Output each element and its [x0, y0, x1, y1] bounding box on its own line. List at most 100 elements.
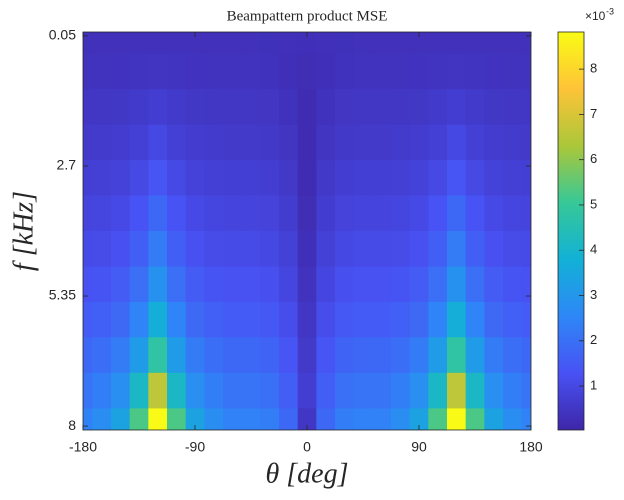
- heatmap-cell: [167, 53, 187, 90]
- heatmap-cell: [185, 195, 205, 232]
- heatmap-cell: [521, 124, 531, 161]
- heatmap-cell: [335, 408, 355, 430]
- heatmap-cell: [335, 89, 355, 126]
- heatmap-cell: [521, 301, 531, 338]
- heatmap-cell: [353, 408, 373, 430]
- heatmap-cell: [148, 372, 168, 409]
- heatmap-cell: [484, 266, 504, 303]
- heatmap-cell: [409, 337, 429, 374]
- x-axis-label: θ [deg]: [266, 458, 349, 489]
- heatmap-cell: [503, 160, 523, 196]
- heatmap-cell: [297, 231, 317, 268]
- heatmap-cell: [316, 408, 336, 430]
- heatmap-cell: [465, 195, 485, 232]
- heatmap-cell: [353, 53, 373, 90]
- heatmap-cell: [167, 195, 187, 232]
- heatmap-cell: [409, 231, 429, 268]
- heatmap-cell: [260, 89, 280, 126]
- heatmap-cell: [279, 337, 299, 374]
- heatmap-cell: [503, 408, 523, 430]
- heatmap-cell: [204, 408, 224, 430]
- heatmap-cell: [484, 53, 504, 90]
- heatmap-cell: [521, 266, 531, 303]
- heatmap-cell: [83, 231, 93, 268]
- heatmap-cell: [409, 160, 429, 196]
- heatmap-cell: [409, 372, 429, 409]
- heatmap-cell: [92, 124, 112, 161]
- heatmap-cell: [391, 32, 411, 55]
- heatmap-cell: [372, 408, 392, 430]
- heatmap-cell: [92, 195, 112, 232]
- heatmap-cell: [111, 337, 131, 374]
- heatmap-cell: [521, 408, 531, 430]
- heatmap-cell: [372, 231, 392, 268]
- heatmap-cell: [447, 301, 467, 338]
- heatmap-cell: [428, 124, 448, 161]
- heatmap-cell: [316, 195, 336, 232]
- heatmap-cell: [83, 337, 93, 374]
- heatmap-cell: [428, 160, 448, 196]
- heatmap-cell: [129, 89, 149, 126]
- heatmap-cell: [428, 32, 448, 55]
- heatmap-cell: [92, 266, 112, 303]
- heatmap-cell: [279, 195, 299, 232]
- heatmap-cell: [148, 160, 168, 196]
- colorbar-multiplier: ×10: [585, 9, 606, 23]
- heatmap-cell: [428, 195, 448, 232]
- heatmap-cell: [297, 124, 317, 161]
- heatmap-cell: [83, 301, 93, 338]
- heatmap-cell: [428, 266, 448, 303]
- heatmap-cell: [297, 301, 317, 338]
- heatmap-cell: [185, 89, 205, 126]
- heatmap-cell: [372, 266, 392, 303]
- heatmap-cell: [260, 160, 280, 196]
- heatmap-cell: [353, 160, 373, 196]
- heatmap-cell: [167, 372, 187, 409]
- heatmap-cell: [521, 372, 531, 409]
- heatmap-cell: [204, 124, 224, 161]
- heatmap-cell: [279, 89, 299, 126]
- heatmap-cell: [111, 372, 131, 409]
- heatmap-cell: [204, 89, 224, 126]
- heatmap-cell: [484, 124, 504, 161]
- heatmap-cell: [260, 372, 280, 409]
- heatmap-cell: [428, 301, 448, 338]
- heatmap-cell: [316, 337, 336, 374]
- heatmap-cell: [484, 408, 504, 430]
- heatmap-cell: [484, 372, 504, 409]
- heatmap-cell: [353, 266, 373, 303]
- heatmap-cell: [447, 160, 467, 196]
- heatmap-cell: [223, 89, 243, 126]
- heatmap-cell: [297, 408, 317, 430]
- heatmap-cell: [148, 337, 168, 374]
- heatmap-cell: [465, 301, 485, 338]
- heatmap-cell: [447, 53, 467, 90]
- chart-title: Beampattern product MSE: [227, 8, 388, 24]
- heatmap-cell: [260, 124, 280, 161]
- heatmap-cell: [521, 195, 531, 232]
- heatmap-cell: [521, 160, 531, 196]
- heatmap-cell: [92, 32, 112, 55]
- heatmap-cell: [129, 32, 149, 55]
- y-axis-label: f [kHz]: [8, 191, 39, 271]
- heatmap-cell: [260, 266, 280, 303]
- heatmap-cell: [297, 266, 317, 303]
- heatmap-cell: [83, 408, 93, 430]
- heatmap-cell: [185, 124, 205, 161]
- heatmap-cell: [111, 32, 131, 55]
- heatmap-cell: [297, 160, 317, 196]
- heatmap-cell: [223, 160, 243, 196]
- heatmap-cell: [484, 231, 504, 268]
- heatmap-cell: [260, 301, 280, 338]
- heatmap-cell: [447, 337, 467, 374]
- heatmap-cell: [297, 337, 317, 374]
- heatmap-cell: [92, 301, 112, 338]
- heatmap-cell: [503, 301, 523, 338]
- colorbar-tick-label: 1: [590, 378, 597, 393]
- heatmap-cell: [223, 372, 243, 409]
- heatmap-cell: [465, 337, 485, 374]
- heatmap-cell: [111, 160, 131, 196]
- colorbar-tick-label: 4: [590, 242, 597, 257]
- heatmap-cell: [223, 301, 243, 338]
